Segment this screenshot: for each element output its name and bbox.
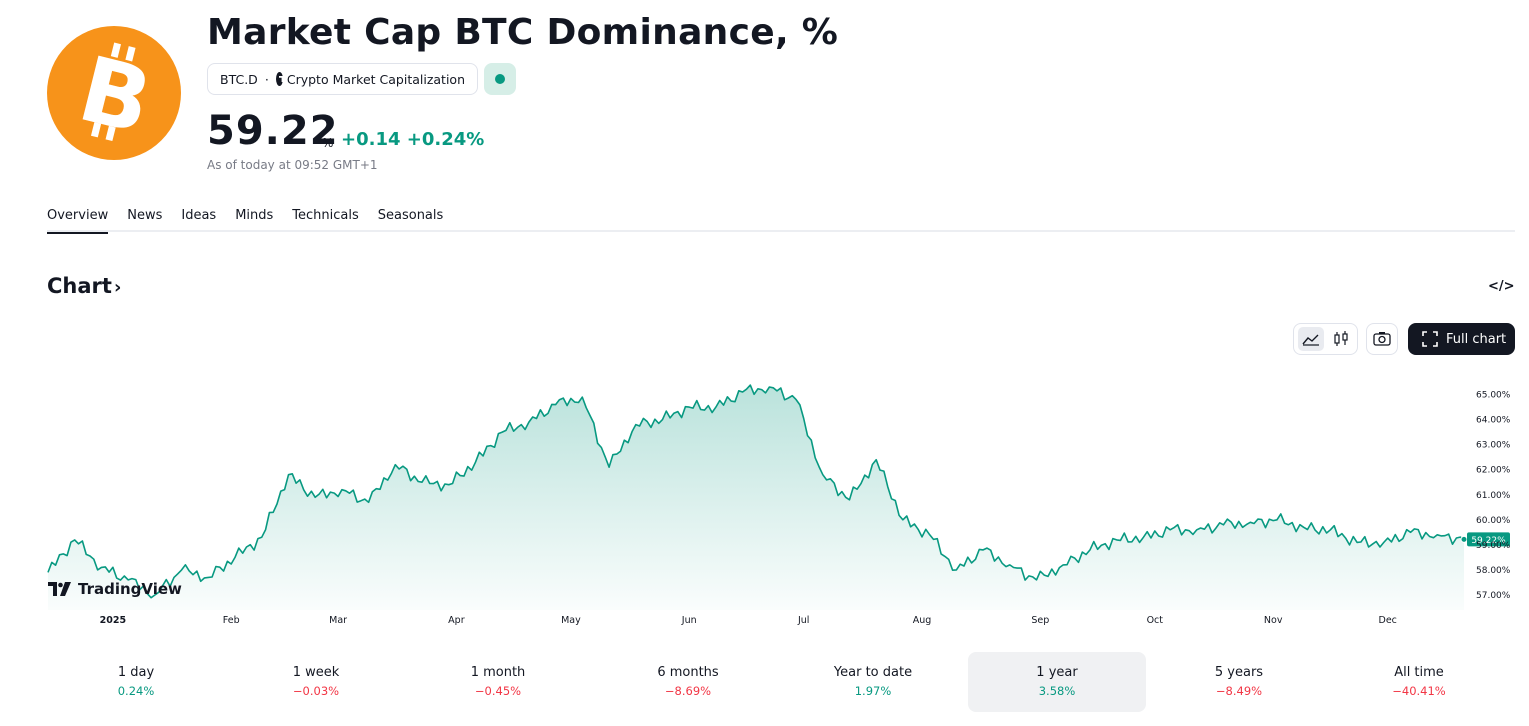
fullscreen-icon [1422,331,1438,347]
y-tick-label: 58.00% [1476,566,1511,576]
line-chart-button[interactable] [1298,327,1324,351]
period-value: 1.97% [854,684,892,698]
period-year-to-date[interactable]: Year to date 1.97% [784,652,962,712]
period-1-week[interactable]: 1 week −0.03% [227,652,405,712]
tab-divider [47,230,1515,232]
price-unit: % [322,136,334,150]
period-label: 5 years [1214,665,1264,680]
price-change-pct: +0.24% [406,129,485,150]
period-1-month[interactable]: 1 month −0.45% [409,652,587,712]
period-value: 0.24% [117,684,155,698]
symbol-source: Crypto Market Capitalization [286,71,465,87]
last-value-label: 59.22% [1471,536,1506,546]
y-tick-label: 57.00% [1476,591,1511,601]
period-1-day[interactable]: 1 day 0.24% [47,652,225,712]
x-tick-label: Jun [681,615,697,626]
tab-seasonals[interactable]: Seasonals [377,208,444,223]
camera-icon [1373,332,1391,346]
x-tick-label: Sep [1031,615,1049,626]
tradingview-mini-icon [275,72,283,86]
period-value: −8.49% [1215,684,1263,698]
x-tick-label: Feb [223,615,240,626]
chevron-right-icon: › [113,277,122,298]
period-performance-bar: 1 day 0.24% 1 week −0.03% 1 month −0.45% 6 … [47,652,1515,712]
period-label: 1 year [1036,665,1078,680]
y-tick-label: 62.00% [1476,466,1511,476]
candlestick-icon [1334,331,1348,346]
tradingview-logo-icon [48,582,71,596]
bitcoin-logo: B [47,26,181,160]
tab-minds[interactable]: Minds [235,208,274,223]
x-tick-label: May [561,615,581,626]
period-1-year[interactable]: 1 year 3.58% [968,652,1146,712]
y-tick-label: 60.00% [1476,516,1511,526]
full-chart-label: Full chart [1446,331,1507,347]
price-value: 59.22 [207,108,339,154]
bitcoin-icon: B [69,37,161,155]
period-label: 1 month [470,665,526,680]
period-label: 6 months [657,665,719,680]
period-5-years[interactable]: 5 years −8.49% [1150,652,1328,712]
price-chart[interactable]: 59.22% 57.00% 58.00% 59.00% 60.00% 61.00% 62.0… [0,360,1529,635]
chart-heading-label: Chart [47,274,112,298]
x-tick-label: Apr [448,615,465,626]
price-change: +0.14 +0.24% [341,129,484,150]
embed-code-icon[interactable]: </> [1488,279,1515,294]
chart-style-toggle [1293,323,1358,355]
period-all-time[interactable]: All time −40.41% [1330,652,1508,712]
tab-overview[interactable]: Overview [47,208,109,234]
market-status-dot-icon [495,74,505,84]
x-tick-label: Aug [913,615,932,626]
tab-ideas[interactable]: Ideas [181,208,217,223]
period-label: Year to date [833,665,913,680]
as-of-timestamp: As of today at 09:52 GMT+1 [207,158,378,172]
y-tick-label: 63.00% [1476,441,1511,451]
tradingview-wordmark: TradingView [78,580,182,598]
period-label: 1 day [117,665,155,680]
period-label: All time [1394,665,1444,680]
period-value: −0.45% [474,684,522,698]
snapshot-button[interactable] [1366,323,1398,355]
period-value: 3.58% [1038,684,1076,698]
period-value: −40.41% [1392,684,1446,698]
symbol-ticker: BTC.D [220,71,258,87]
tab-bar: Overview News Ideas Minds Technicals Sea… [47,208,443,234]
full-chart-button[interactable]: Full chart [1408,323,1515,355]
y-tick-label: 59.00% [1476,541,1511,551]
x-tick-label: Oct [1147,615,1164,626]
tab-technicals[interactable]: Technicals [292,208,359,223]
y-tick-label: 65.00% [1476,391,1511,401]
period-6-months[interactable]: 6 months −8.69% [599,652,777,712]
candlestick-chart-button[interactable] [1328,327,1354,351]
page-title: Market Cap BTC Dominance, % [207,12,839,53]
x-tick-label: Mar [329,615,347,626]
area-chart-icon [1302,334,1319,346]
y-tick-label: 61.00% [1476,491,1511,501]
price-change-abs: +0.14 [341,129,401,150]
symbol-badge[interactable]: BTC.D · Crypto Market Capitalization [207,63,478,95]
series-line [47,384,1465,599]
x-tick-label: Jul [797,615,809,626]
last-value-dot [1460,535,1468,543]
period-label: 1 week [292,665,340,680]
market-status-badge[interactable] [484,63,516,95]
last-value-tag [1467,532,1510,547]
period-value: −8.69% [664,684,712,698]
x-tick-label: Nov [1264,615,1283,626]
period-value: −0.03% [292,684,340,698]
x-tick-label: Dec [1379,615,1397,626]
tradingview-watermark: TradingView [48,580,182,598]
y-tick-label: 64.00% [1476,416,1511,426]
tab-news[interactable]: News [127,208,163,223]
symbol-separator: · [264,71,269,87]
chart-section-link[interactable]: Chart › [47,274,121,298]
x-tick-label: 2025 [100,615,126,626]
series-area-fill [48,385,1464,610]
